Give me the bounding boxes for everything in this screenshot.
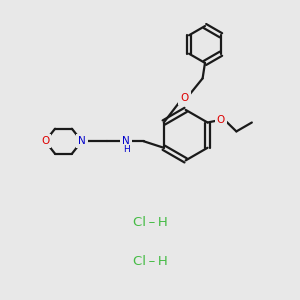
Text: Cl – H: Cl – H [133, 216, 167, 229]
Text: O: O [181, 93, 189, 103]
Text: N: N [122, 136, 130, 146]
Text: O: O [41, 136, 49, 146]
Text: Cl – H: Cl – H [133, 255, 167, 268]
Text: N: N [78, 136, 85, 146]
Text: H: H [123, 145, 130, 154]
Text: O: O [217, 115, 225, 125]
Text: N: N [78, 136, 85, 146]
